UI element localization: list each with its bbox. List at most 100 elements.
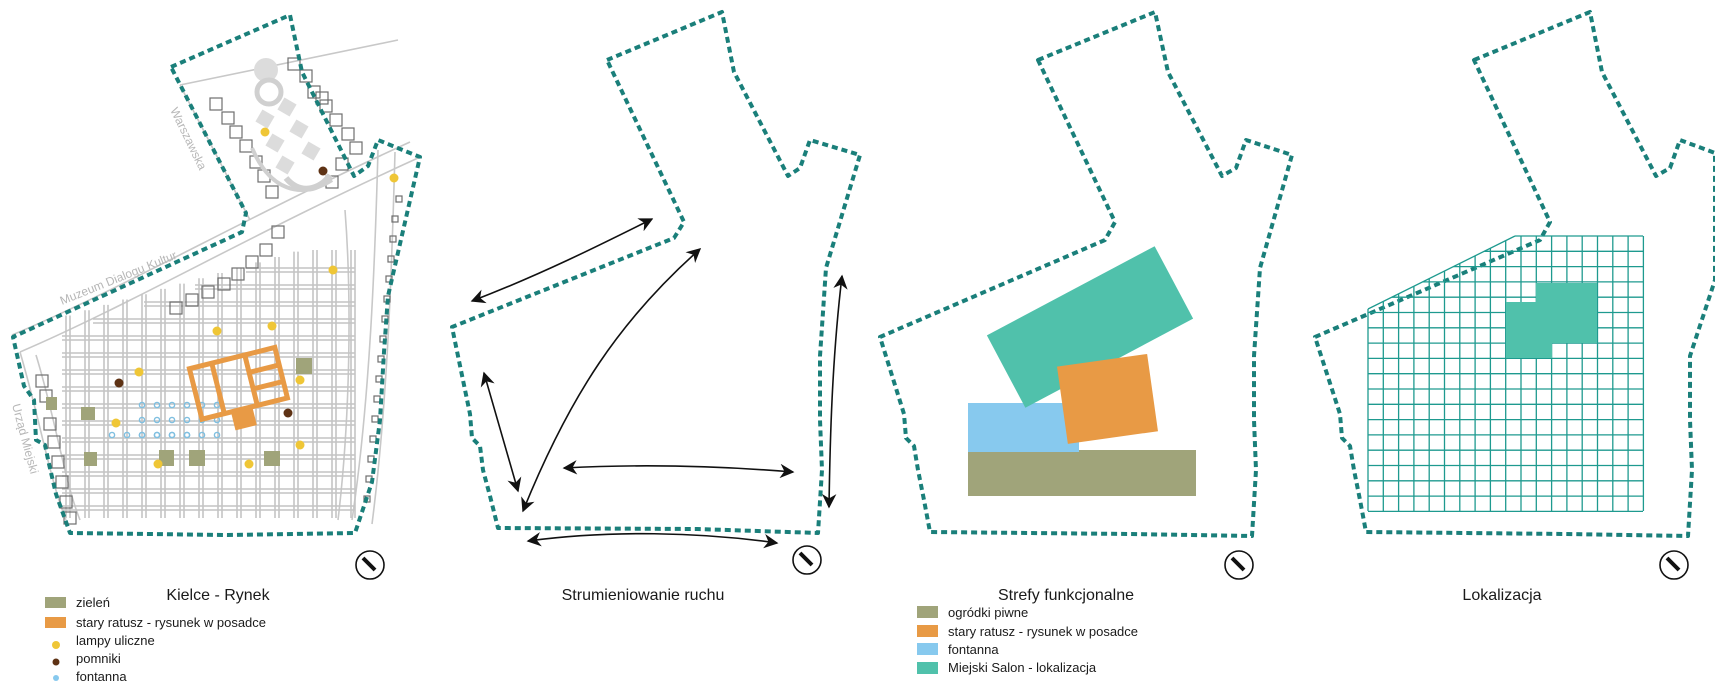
fountain-point (168, 431, 176, 439)
fountain-point (138, 431, 146, 439)
fountain-point (168, 416, 176, 424)
building-block (389, 235, 397, 243)
legend-swatch-blue (917, 643, 938, 655)
panel-strumieniowanie-ruchu: Strumieniowanie ruchu (450, 10, 862, 604)
miejski-salon-location (1506, 283, 1597, 358)
legend-label: zieleń (76, 595, 110, 610)
building-block (371, 415, 379, 423)
fountain-point (183, 401, 191, 409)
building-block (287, 57, 301, 71)
flow-arrow (470, 218, 654, 304)
fountain-point (168, 401, 176, 409)
building-block (299, 69, 313, 83)
zone-old-town-hall (1057, 353, 1158, 444)
building-block (387, 255, 395, 263)
flow-arrow (526, 532, 779, 549)
location-grid (1367, 235, 1645, 513)
fountain-point (213, 401, 221, 409)
building-block (319, 99, 333, 113)
building-block (63, 511, 77, 525)
site-boundary (450, 10, 862, 535)
panel-strefy-funkcjonalne: Strefy funkcjonalne ogródki piwne stary … (878, 10, 1294, 675)
panel-kielce-rynek: Warszawska Muzeum Dialogu Kultur Urząd M… (9, 13, 422, 683)
legend-label: pomniki (76, 651, 121, 666)
panel-title: Strumieniowanie ruchu (562, 587, 725, 604)
building-block (47, 435, 61, 449)
site-boundary (1313, 10, 1715, 538)
north-arrow-icon (792, 545, 822, 575)
fountain-point (153, 416, 161, 424)
legend-label: fontanna (76, 669, 127, 683)
panel-title: Kielce - Rynek (166, 587, 270, 604)
building-block (329, 113, 343, 127)
park-shapes (250, 58, 334, 192)
fountain-point (183, 431, 191, 439)
building-block (391, 215, 399, 223)
legend-label: stary ratusz - rysunek w posadce (76, 615, 266, 630)
street-lines (11, 39, 419, 525)
zone-miejski-salon (986, 246, 1194, 408)
building-block (385, 275, 393, 283)
fountain-point (213, 431, 221, 439)
site-boundary (878, 10, 1294, 538)
monuments (114, 166, 328, 418)
building-block (201, 285, 215, 299)
north-arrow-icon (1659, 550, 1689, 580)
building-block (315, 91, 329, 105)
building-block (55, 475, 69, 489)
building-block (35, 374, 49, 388)
building-block (259, 243, 273, 257)
panel-title: Lokalizacja (1462, 587, 1541, 604)
north-arrow-icon (1224, 550, 1254, 580)
building-block (209, 97, 223, 111)
panel-title: Strefy funkcjonalne (998, 587, 1134, 604)
legend-swatch-blue (53, 675, 59, 681)
building-block (341, 127, 355, 141)
fountain-point (153, 431, 161, 439)
fountain-point (138, 416, 146, 424)
legend-swatch-green (917, 606, 938, 618)
legend: zieleń stary ratusz - rysunek w posadce … (45, 595, 266, 683)
building-block (239, 139, 253, 153)
fountain-point (183, 416, 191, 424)
panel-lokalizacja: Lokalizacja (1313, 10, 1715, 604)
legend-swatch-teal (917, 662, 938, 674)
old-town-hall (186, 344, 291, 431)
legend-label: lampy uliczne (76, 633, 155, 648)
legend-swatch-brown (52, 658, 60, 666)
building-block (271, 225, 285, 239)
building-block (369, 435, 377, 443)
fountain-point (198, 431, 206, 439)
street-label-warszawska: Warszawska (167, 105, 209, 172)
street-lamps (111, 127, 399, 469)
building-block (51, 455, 65, 469)
building-block (265, 185, 279, 199)
square-street-grid (62, 250, 356, 518)
building-block (231, 267, 245, 281)
legend: ogródki piwne stary ratusz - rysunek w p… (917, 605, 1138, 675)
building-block (221, 111, 235, 125)
building-block (349, 141, 363, 155)
flow-arrow (562, 460, 795, 479)
fountain-point (108, 431, 116, 439)
building-block (185, 293, 199, 307)
north-arrow-icon (355, 550, 385, 580)
legend-label: fontanna (948, 642, 999, 657)
zone-fountain (968, 403, 1079, 452)
grid-line (1367, 235, 1516, 310)
legend-swatch-green (45, 597, 66, 608)
legend-swatch-orange (45, 617, 66, 628)
building-block (395, 195, 403, 203)
building-block (373, 395, 381, 403)
fountain-points (108, 401, 221, 439)
legend-swatch-yellow (52, 641, 60, 649)
flow-arrow (521, 248, 702, 513)
building-block (43, 417, 57, 431)
legend-swatch-orange (917, 625, 938, 637)
fountain-point (153, 401, 161, 409)
building-block (217, 277, 231, 291)
building-block (169, 301, 183, 315)
legend-label: Miejski Salon - lokalizacja (948, 660, 1097, 675)
fountain-point (138, 401, 146, 409)
